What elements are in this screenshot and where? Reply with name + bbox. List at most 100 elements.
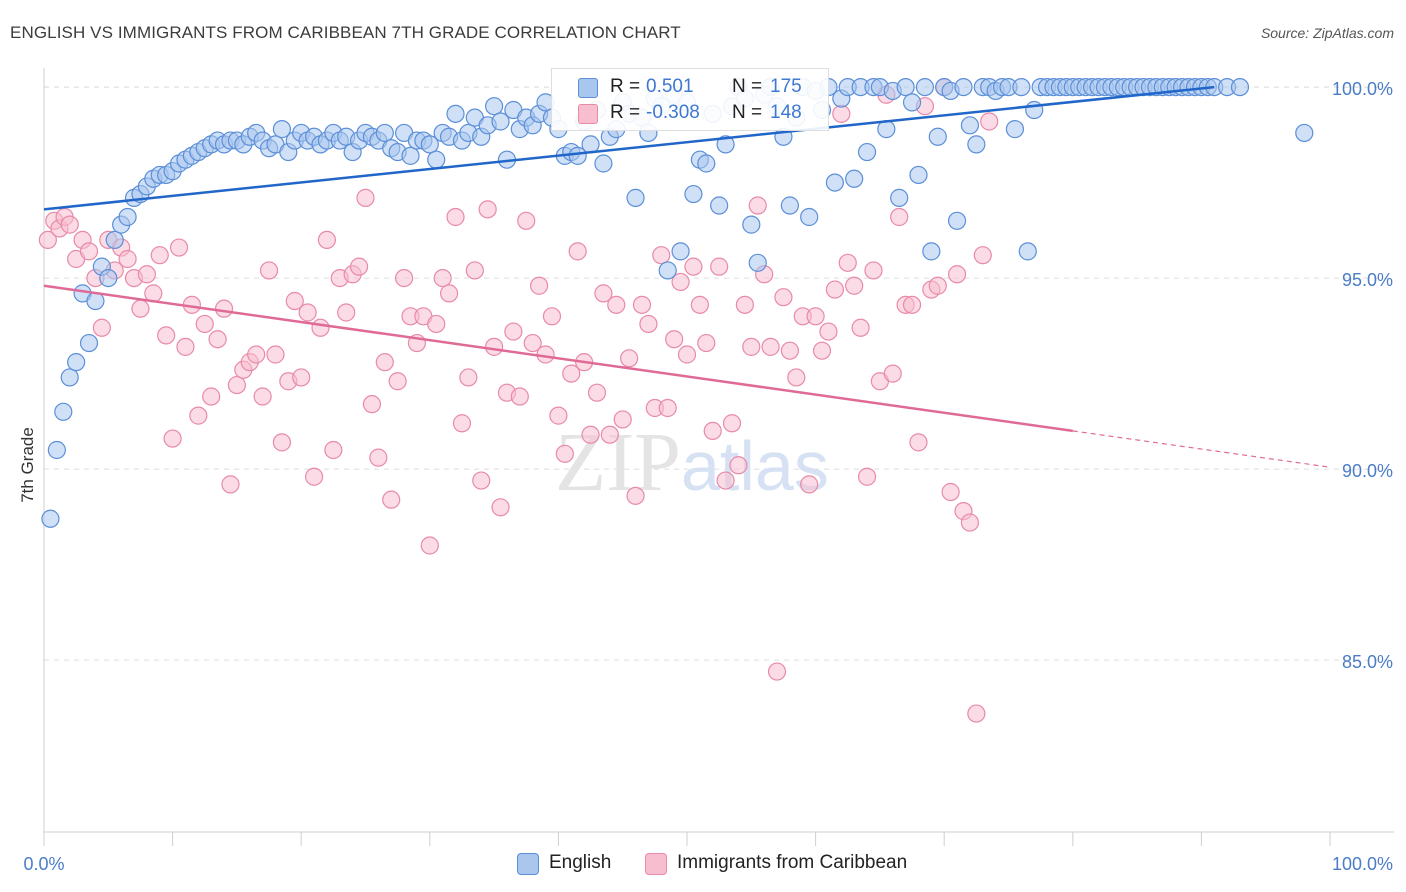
english-point bbox=[446, 104, 465, 123]
x-tick-marks bbox=[43, 832, 1331, 846]
english-point bbox=[401, 146, 420, 165]
english-point bbox=[1018, 242, 1037, 261]
english-point bbox=[1005, 120, 1025, 139]
english-point bbox=[748, 253, 767, 272]
carib-point bbox=[742, 337, 761, 356]
carib-point bbox=[735, 295, 754, 314]
carib-point bbox=[394, 269, 414, 288]
carib-point bbox=[716, 471, 735, 490]
english-point bbox=[427, 150, 446, 169]
carib-point bbox=[337, 303, 356, 322]
legend-r-value: 0.501 bbox=[646, 76, 694, 97]
chart-source: Source: ZipAtlas.com bbox=[1260, 25, 1394, 41]
carib-point bbox=[298, 303, 317, 322]
carib-point bbox=[221, 475, 240, 494]
carib-point bbox=[189, 406, 208, 425]
carib-point bbox=[388, 372, 407, 391]
carib-point bbox=[208, 330, 227, 349]
carib-point bbox=[465, 261, 484, 280]
carib-point bbox=[549, 406, 568, 425]
carib-point bbox=[710, 257, 729, 276]
y-tick-label: 90.0% bbox=[1342, 461, 1393, 481]
carib-point bbox=[806, 307, 825, 326]
english-point bbox=[118, 207, 137, 227]
carib-point bbox=[382, 490, 401, 509]
chart-title: ENGLISH VS IMMIGRANTS FROM CARIBBEAN 7TH… bbox=[10, 23, 681, 42]
carib-point bbox=[825, 280, 844, 299]
legend-n-label: N = bbox=[732, 76, 763, 97]
carib-point bbox=[439, 284, 459, 303]
carib-point bbox=[92, 318, 111, 337]
english-point bbox=[967, 135, 986, 154]
english-point bbox=[845, 169, 864, 188]
carib-point bbox=[356, 188, 375, 207]
carib-point bbox=[928, 276, 947, 295]
english-point bbox=[915, 77, 935, 97]
carib-point bbox=[253, 387, 272, 406]
carib-point bbox=[118, 249, 137, 269]
carib-point bbox=[658, 398, 677, 418]
carib-point bbox=[819, 322, 838, 341]
carib-point bbox=[671, 272, 690, 292]
x-tick-labels: 0.0% 100.0% bbox=[23, 854, 1393, 874]
carib-point bbox=[780, 341, 799, 360]
carib-point bbox=[247, 345, 266, 364]
carib-point bbox=[131, 299, 150, 318]
english-point bbox=[710, 196, 729, 215]
carib-point bbox=[626, 486, 645, 505]
carib-point bbox=[311, 318, 330, 337]
english-point bbox=[960, 116, 980, 135]
carib-point bbox=[266, 345, 285, 364]
watermark-atlas: atlas bbox=[681, 427, 829, 505]
english-point bbox=[79, 333, 99, 353]
carib-point bbox=[909, 433, 928, 452]
carib-point bbox=[729, 456, 748, 475]
english-point bbox=[485, 97, 504, 116]
carib-point bbox=[787, 368, 806, 387]
english-point bbox=[954, 77, 973, 97]
carib-point bbox=[375, 353, 394, 372]
bottom-legend-label-english: English bbox=[549, 852, 612, 873]
carib-point bbox=[446, 207, 465, 227]
carib-point bbox=[562, 364, 581, 383]
carib-point bbox=[491, 498, 510, 517]
carib-point bbox=[941, 482, 960, 502]
carib-point bbox=[169, 238, 189, 257]
watermark-zip: ZIP bbox=[555, 416, 681, 509]
carib-point bbox=[851, 318, 870, 337]
x-tick-label-min: 0.0% bbox=[23, 854, 64, 874]
carib-point bbox=[555, 444, 574, 463]
carib-point bbox=[864, 261, 883, 280]
y-axis-label: 7th Grade bbox=[18, 427, 37, 503]
english-point bbox=[491, 112, 510, 131]
bottom-legend-swatch-carib bbox=[645, 853, 667, 875]
y-tick-labels: 85.0% 90.0% 95.0% 100.0% bbox=[1332, 79, 1393, 672]
carib-point bbox=[362, 395, 382, 414]
carib-point bbox=[459, 368, 478, 387]
carib-point bbox=[137, 265, 156, 284]
carib-point bbox=[504, 322, 523, 341]
y-tick-label: 85.0% bbox=[1342, 652, 1393, 672]
carib-trend-extension bbox=[1072, 430, 1331, 468]
y-tick-label: 100.0% bbox=[1332, 79, 1393, 99]
bottom-legend-label-carib: Immigrants from Caribbean bbox=[677, 852, 908, 873]
carib-point bbox=[722, 414, 742, 433]
english-point bbox=[1230, 77, 1250, 97]
carib-point bbox=[420, 536, 439, 555]
carib-point bbox=[960, 513, 980, 532]
carib-point bbox=[832, 104, 851, 123]
carib-point bbox=[202, 387, 221, 406]
english-point bbox=[581, 135, 600, 154]
carib-point bbox=[767, 662, 787, 681]
english-point bbox=[909, 165, 928, 185]
carib-point bbox=[259, 261, 279, 280]
english-point bbox=[47, 440, 66, 460]
carib-point bbox=[845, 276, 864, 295]
carib-trend-line bbox=[43, 284, 1073, 433]
carib-point bbox=[214, 299, 234, 318]
carib-point bbox=[620, 349, 639, 368]
english-point bbox=[568, 146, 587, 165]
carib-point bbox=[697, 333, 716, 353]
english-point bbox=[1012, 77, 1031, 97]
